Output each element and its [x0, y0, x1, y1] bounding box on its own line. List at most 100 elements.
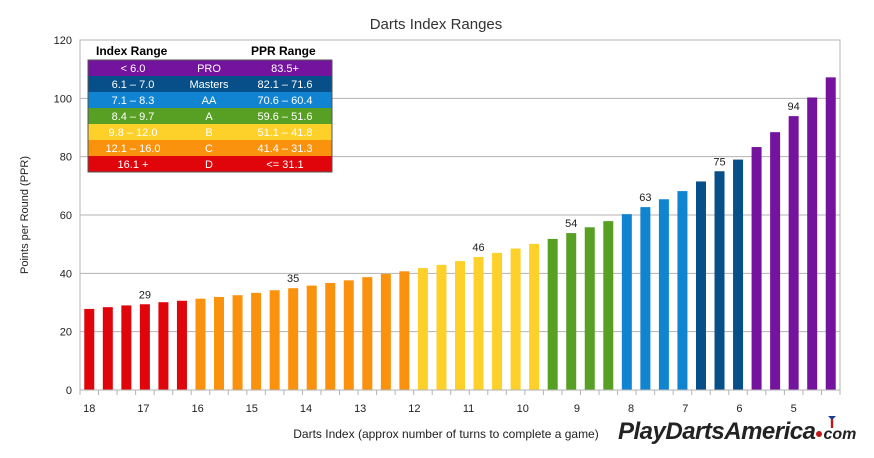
bar	[121, 305, 132, 390]
data-label: 94	[788, 101, 800, 113]
x-tick-label: 9	[574, 403, 580, 415]
legend-cell-ppr-range: 51.1 – 41.8	[257, 127, 312, 139]
bar	[547, 238, 558, 390]
bar	[455, 261, 465, 390]
bar	[510, 248, 521, 390]
bar	[677, 191, 688, 390]
bar	[325, 282, 336, 390]
data-label: 54	[565, 218, 577, 230]
x-tick-label: 12	[408, 403, 420, 415]
data-label: 35	[287, 273, 299, 285]
legend-cell-level: Masters	[189, 79, 229, 91]
bar	[621, 214, 632, 390]
y-tick-label: 60	[60, 210, 72, 222]
legend-cell-index-range: 16.1 +	[118, 159, 149, 171]
legend-border	[87, 59, 333, 173]
legend-table: Index Range PPR Range < 6.0 PRO 83.5+ 6.1 – 7…	[87, 42, 333, 173]
bar	[584, 227, 595, 390]
y-tick-label: 20	[60, 327, 72, 339]
legend-cell-level: C	[205, 143, 213, 155]
bar	[306, 285, 317, 390]
legend-row-bg	[88, 156, 332, 172]
axes: 18 17 16 15 14 13 12 11 10 9 8 7 6 5	[79, 389, 841, 415]
data-label: 46	[472, 242, 484, 254]
x-tick-label: 17	[137, 403, 149, 415]
bar	[751, 147, 762, 390]
brand-logo: PlayDartsAmerica com	[618, 416, 870, 452]
bar	[417, 268, 428, 390]
x-tick-label: 16	[192, 403, 204, 415]
bar	[714, 171, 725, 390]
bar	[658, 199, 669, 390]
x-tick-label: 8	[628, 403, 634, 415]
x-tick-label: 10	[517, 403, 529, 415]
legend-cell-ppr-range: 41.4 – 31.3	[257, 143, 312, 155]
bars: 29 35 46 54 63 75 94	[84, 77, 836, 390]
chart-title: Darts Index Ranges	[370, 16, 503, 33]
legend-cell-level: D	[205, 159, 213, 171]
legend-row-bg	[88, 60, 332, 76]
legend-cell-index-range: < 6.0	[121, 63, 146, 75]
bar	[84, 308, 95, 390]
y-tick-label: 40	[60, 268, 72, 280]
bar	[288, 288, 299, 390]
bar	[436, 264, 447, 390]
x-tick-label: 7	[682, 403, 688, 415]
legend-cell-index-range: 6.1 – 7.0	[112, 79, 155, 91]
y-tick-label: 80	[60, 152, 72, 164]
bar	[232, 295, 243, 390]
legend-row-bg	[88, 92, 332, 108]
legend-cell-ppr-range: <= 31.1	[266, 159, 303, 171]
legend-cell-level: PRO	[197, 63, 221, 75]
bar	[158, 302, 169, 390]
legend-cell-ppr-range: 83.5+	[271, 63, 299, 75]
legend-cell-index-range: 9.8 – 12.0	[109, 127, 158, 139]
legend-cell-ppr-range: 82.1 – 71.6	[257, 79, 312, 91]
brand-tld: com	[823, 426, 857, 443]
y-tick-label: 120	[54, 35, 72, 47]
bar	[343, 280, 354, 390]
bar	[380, 273, 391, 390]
bar	[214, 296, 225, 390]
y-tick-label: 0	[66, 385, 72, 397]
bar	[102, 307, 113, 390]
bar	[362, 277, 373, 390]
data-label: 29	[139, 289, 151, 301]
x-tick-label: 11	[463, 403, 474, 415]
x-tick-label: 6	[736, 403, 742, 415]
y-tick-label: 100	[54, 93, 72, 105]
legend-header-index: Index Range	[96, 44, 168, 58]
x-tick-label: 15	[246, 403, 258, 415]
bar	[566, 233, 577, 390]
legend-cell-level: AA	[202, 95, 217, 107]
legend-cell-ppr-range: 59.6 – 51.6	[257, 111, 312, 123]
x-tick-label: 18	[83, 403, 95, 415]
bar	[399, 271, 410, 390]
dart-icon	[828, 416, 836, 428]
bar	[825, 77, 836, 390]
bar	[529, 243, 540, 390]
bar	[788, 116, 799, 390]
legend-header-bg	[88, 42, 332, 58]
bar	[603, 221, 614, 390]
legend-cell-index-range: 8.4 – 9.7	[112, 111, 155, 123]
bar	[251, 292, 262, 390]
legend-cell-level: A	[205, 111, 213, 123]
legend-row-bg	[88, 140, 332, 156]
legend-cell-index-range: 12.1 – 16.0	[105, 143, 160, 155]
bar	[176, 300, 187, 390]
legend-row-bg	[88, 124, 332, 140]
legend-cell-level: B	[205, 127, 212, 139]
y-axis-label: Points per Round (PPR)	[19, 156, 31, 274]
x-tick-label: 13	[354, 403, 366, 415]
data-label: 63	[639, 192, 651, 204]
bar	[770, 132, 781, 390]
x-axis-label: Darts Index (approx number of turns to c…	[293, 427, 598, 441]
bar	[269, 290, 280, 390]
bar	[733, 159, 744, 390]
brand-dot	[816, 431, 823, 437]
bar	[695, 181, 706, 390]
bar	[492, 252, 503, 390]
bar	[139, 304, 150, 390]
